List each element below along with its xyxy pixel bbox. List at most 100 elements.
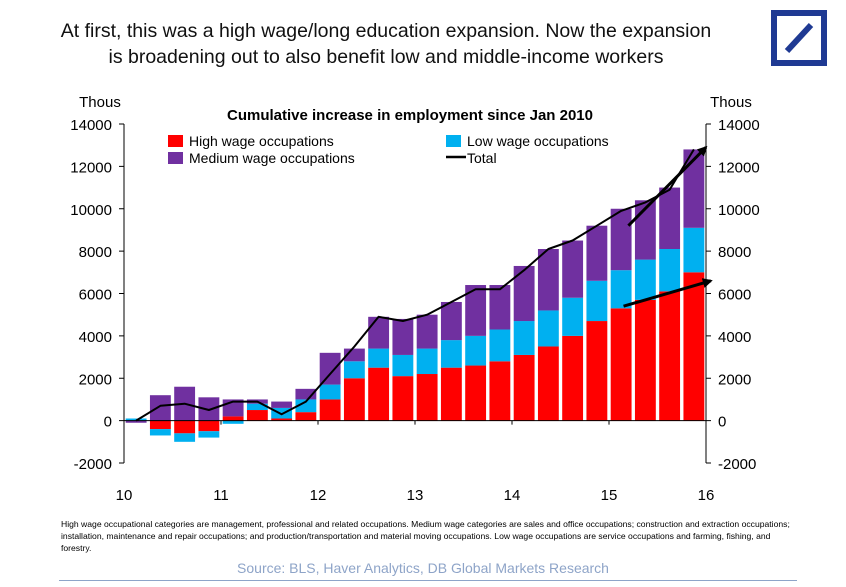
bar-medium-2013-Q4 [489, 285, 511, 330]
bar-low-2012-Q3 [368, 348, 390, 368]
left-tick-label-10000: 10000 [70, 202, 112, 219]
left-tick-label--2000: -2000 [74, 456, 112, 473]
bar-medium-2015-Q1 [610, 208, 632, 271]
annotation-arrow-2 [623, 278, 713, 308]
bar-medium-2010-Q2 [149, 395, 171, 421]
legend-swatch-high [168, 135, 183, 147]
legend-label-high: High wage occupations [189, 133, 334, 149]
bar-low-2013-Q4 [489, 329, 511, 362]
bar-medium-2015-Q4 [683, 149, 705, 228]
bar-high-2013-Q2 [440, 367, 462, 421]
right-tick-label-2000: 2000 [718, 371, 751, 388]
bar-low-2010-Q4 [198, 431, 220, 438]
bar-medium-2014-Q4 [586, 225, 608, 281]
right-tick-label-14000: 14000 [718, 117, 760, 134]
total-line [135, 148, 695, 422]
headline-line-1: At first, this was a high wage/long educ… [60, 20, 712, 42]
right-tick-label-8000: 8000 [718, 244, 751, 261]
right-tick-label-12000: 12000 [718, 159, 760, 176]
bar-high-2014-Q2 [537, 346, 559, 421]
left-tick-label-12000: 12000 [70, 159, 112, 176]
left-tick-label-0: 0 [104, 414, 112, 431]
bar-medium-2014-Q1 [513, 265, 535, 322]
bar-low-2010-Q3 [174, 433, 196, 442]
bar-low-2012-Q2 [343, 361, 365, 379]
bar-low-2015-Q2 [634, 259, 656, 300]
bar-low-2014-Q2 [537, 310, 559, 347]
bar-low-2010-Q2 [149, 429, 171, 436]
bar-high-2011-Q2 [246, 410, 268, 421]
bar-low-2013-Q1 [416, 348, 438, 375]
legend-swatch-medium [168, 152, 183, 164]
right-tick-label-4000: 4000 [718, 329, 751, 346]
bar-low-2015-Q1 [610, 270, 632, 309]
bar-medium-2011-Q3 [271, 401, 293, 408]
legend-swatch-low [446, 135, 461, 147]
x-tick-label-12: 12 [310, 487, 327, 504]
total-line-layer [135, 148, 695, 422]
bar-medium-2012-Q1 [319, 352, 341, 385]
bar-high-2012-Q1 [319, 399, 341, 421]
bar-low-2013-Q2 [440, 340, 462, 368]
headline-line-2: is broadening out to also benefit low an… [108, 46, 664, 68]
x-tick-label-15: 15 [601, 487, 618, 504]
bar-low-2015-Q3 [659, 249, 681, 292]
bar-high-2011-Q3 [271, 418, 293, 421]
bar-medium-2012-Q4 [392, 318, 414, 355]
bar-low-2011-Q1 [222, 420, 244, 424]
left-unit-label: Thous [79, 94, 121, 111]
bar-low-2011-Q4 [295, 399, 317, 413]
source-note: Source: BLS, Haver Analytics, DB Global … [237, 560, 609, 576]
axes-layer: -2000 -2000 0 0 2000 2000 4000 4000 6000 6000 8000… [70, 117, 759, 504]
bar-medium-2010-Q1 [125, 420, 147, 423]
bar-high-2010-Q3 [174, 420, 196, 434]
bar-high-2014-Q1 [513, 354, 535, 421]
logo-slash [784, 22, 814, 54]
bar-medium-2015-Q3 [659, 187, 681, 249]
bar-low-2012-Q4 [392, 354, 414, 377]
annotation-arrow-1 [627, 145, 708, 227]
bar-high-2015-Q4 [683, 272, 705, 421]
bar-low-2014-Q1 [513, 321, 535, 355]
bar-high-2014-Q3 [562, 335, 584, 421]
bar-high-2015-Q2 [634, 299, 656, 421]
legend-label-total: Total [467, 150, 497, 166]
x-tick-label-14: 14 [504, 487, 521, 504]
bar-high-2010-Q2 [149, 420, 171, 430]
bar-medium-2011-Q4 [295, 388, 317, 400]
bar-high-2012-Q2 [343, 378, 365, 421]
x-tick-label-11: 11 [213, 487, 229, 504]
right-tick-label-6000: 6000 [718, 287, 751, 304]
left-tick-label-4000: 4000 [79, 329, 112, 346]
bar-high-2013-Q1 [416, 374, 438, 421]
bar-high-2013-Q3 [465, 365, 487, 421]
bar-low-2014-Q3 [562, 297, 584, 336]
bar-medium-2013-Q2 [440, 301, 462, 341]
bar-medium-2014-Q2 [537, 249, 559, 311]
right-tick-label-0: 0 [718, 414, 726, 431]
left-tick-label-14000: 14000 [70, 117, 112, 134]
bar-low-2012-Q1 [319, 384, 341, 400]
bar-medium-2014-Q3 [562, 240, 584, 298]
bar-low-2011-Q2 [246, 403, 268, 411]
bar-high-2012-Q3 [368, 367, 390, 421]
bar-medium-2013-Q1 [416, 314, 438, 349]
bar-high-2015-Q1 [610, 308, 632, 421]
right-tick-label-10000: 10000 [718, 202, 760, 219]
bar-medium-2012-Q3 [368, 316, 390, 349]
bar-high-2011-Q1 [222, 416, 244, 421]
chart-title: Cumulative increase in employment since … [227, 107, 593, 124]
x-tick-label-13: 13 [407, 487, 424, 504]
bar-high-2011-Q4 [295, 412, 317, 421]
bar-low-2015-Q4 [683, 227, 705, 273]
bar-medium-2013-Q3 [465, 285, 487, 336]
bar-high-2013-Q4 [489, 361, 511, 421]
deutsche-bank-logo [771, 10, 827, 66]
bar-low-2013-Q3 [465, 335, 487, 366]
footnote: High wage occupational categories are ma… [61, 519, 790, 553]
annotation-layer [623, 145, 713, 308]
headline: At first, this was a high wage/long educ… [10, 18, 762, 70]
left-tick-label-8000: 8000 [79, 244, 112, 261]
bar-low-2014-Q4 [586, 280, 608, 322]
